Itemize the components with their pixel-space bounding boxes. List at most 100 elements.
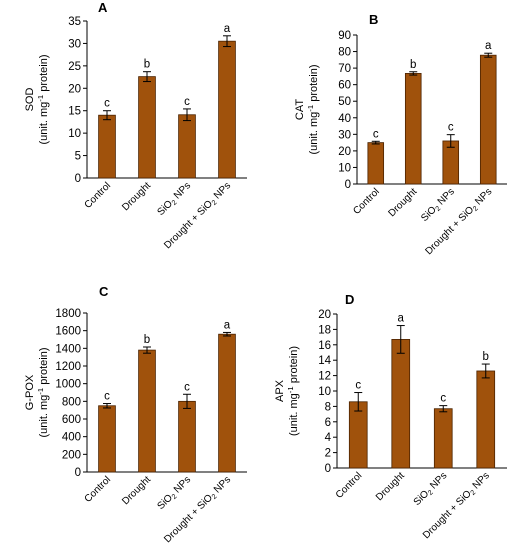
y-tick-label-c: 200 bbox=[62, 449, 81, 461]
y-tick-label-d: 8 bbox=[325, 401, 331, 413]
category-label-c-2: Drought bbox=[120, 474, 153, 507]
significance-letter-a-2: b bbox=[144, 59, 150, 71]
bar-a-1 bbox=[98, 114, 116, 179]
significance-letter-a-4: a bbox=[224, 23, 231, 35]
y-tick-label-d: 10 bbox=[318, 386, 331, 398]
y-axis-unit-b: (unit. mg-1​ protein) bbox=[306, 65, 320, 155]
significance-letter-c-3: c bbox=[184, 381, 190, 393]
panel-b: B 0 10 20 30 40 50 60 70 80 90 CAT(unit. mg-1​ prot… bbox=[294, 12, 507, 258]
error-bar-d-4 bbox=[481, 363, 490, 379]
error-bar-c-4 bbox=[223, 331, 231, 337]
panel-a: A 0 5 10 15 20 25 30 35 SOD(unit. mg-1​ protein) c… bbox=[24, 0, 247, 251]
bar-a-4 bbox=[218, 40, 236, 179]
y-tick-label-d: 4 bbox=[325, 432, 332, 444]
significance-letter-a-1: c bbox=[104, 98, 110, 110]
y-tick-label-a: 0 bbox=[75, 173, 81, 185]
y-axis-unit-c: (unit. mg-1​ protein) bbox=[36, 348, 50, 438]
error-bar-b-3 bbox=[446, 134, 455, 148]
error-bar-c-2 bbox=[143, 346, 151, 354]
significance-letter-b-3: c bbox=[448, 122, 454, 134]
error-bar-a-3 bbox=[183, 108, 191, 122]
category-label-a-1: Control bbox=[83, 180, 114, 211]
error-bar-a-1 bbox=[103, 110, 111, 121]
category-label-d-2: Drought bbox=[374, 470, 407, 503]
y-tick-label-c: 400 bbox=[62, 432, 81, 444]
y-tick-label-b: 10 bbox=[338, 162, 351, 174]
y-tick-label-c: 800 bbox=[62, 396, 81, 408]
error-bar-c-1 bbox=[103, 403, 111, 409]
significance-letter-a-3: c bbox=[184, 96, 190, 108]
y-tick-label-d: 14 bbox=[318, 355, 331, 367]
bar-d-3 bbox=[433, 408, 453, 469]
y-tick-label-b: 80 bbox=[338, 47, 351, 59]
panel-c: C 0 200 400 600 800 1000 1200 1400 1600 1800 G-POX(… bbox=[24, 284, 247, 546]
error-bar-d-3 bbox=[439, 405, 448, 413]
panel-d: D 0 2 4 6 8 10 12 14 16 18 20 APX(unit. mg-1​ protei… bbox=[274, 292, 507, 541]
significance-letter-c-4: a bbox=[224, 319, 231, 331]
y-tick-label-a: 30 bbox=[68, 38, 81, 50]
y-tick-label-c: 600 bbox=[62, 414, 81, 426]
y-tick-label-c: 1600 bbox=[55, 326, 81, 338]
y-tick-label-b: 30 bbox=[338, 129, 351, 141]
category-label-b-1: Control bbox=[351, 186, 382, 217]
significance-letter-b-2: b bbox=[410, 59, 416, 71]
y-tick-label-d: 6 bbox=[325, 417, 331, 429]
category-label-a-2: Drought bbox=[120, 180, 153, 213]
y-axis-label-d: APX bbox=[274, 379, 286, 402]
significance-letter-b-4: a bbox=[485, 40, 492, 52]
error-bar-a-4 bbox=[223, 35, 231, 48]
bar-c-3 bbox=[178, 400, 196, 473]
category-label-d-1: Control bbox=[334, 470, 365, 501]
y-tick-label-a: 35 bbox=[68, 16, 81, 28]
y-tick-label-b: 90 bbox=[338, 30, 351, 42]
error-bar-b-4 bbox=[484, 52, 493, 58]
panel-letter-c: C bbox=[99, 284, 109, 299]
category-label-b-4: Drought + SiO2​ NPs bbox=[423, 186, 495, 258]
bar-b-1 bbox=[367, 142, 385, 185]
y-tick-label-c: 0 bbox=[75, 467, 81, 479]
y-tick-label-d: 16 bbox=[318, 340, 331, 352]
y-tick-label-b: 70 bbox=[338, 63, 351, 75]
y-tick-label-d: 2 bbox=[325, 448, 331, 460]
category-label-c-4: Drought + SiO2​ NPs bbox=[162, 474, 234, 546]
significance-letter-b-1: c bbox=[373, 128, 379, 140]
category-label-b-2: Drought bbox=[386, 186, 419, 219]
y-tick-label-d: 20 bbox=[318, 309, 331, 321]
y-tick-label-c: 1800 bbox=[55, 308, 81, 320]
y-tick-label-b: 20 bbox=[338, 146, 351, 158]
error-bar-a-2 bbox=[143, 71, 151, 83]
y-tick-label-a: 25 bbox=[68, 61, 81, 73]
category-label-a-3: SiO2​ NPs bbox=[155, 180, 193, 218]
error-bar-b-1 bbox=[371, 140, 380, 145]
y-tick-label-a: 20 bbox=[68, 83, 81, 95]
y-tick-label-b: 0 bbox=[345, 179, 351, 191]
category-label-b-3: SiO2​ NPs bbox=[419, 186, 457, 224]
bar-c-1 bbox=[98, 405, 116, 473]
bar-b-2 bbox=[404, 73, 422, 185]
category-label-c-1: Control bbox=[83, 474, 114, 505]
significance-letter-c-2: b bbox=[144, 334, 150, 346]
bar-c-4 bbox=[218, 333, 236, 473]
y-axis-label-a: SOD bbox=[24, 88, 36, 112]
panel-letter-b: B bbox=[369, 12, 378, 27]
y-tick-label-d: 12 bbox=[318, 371, 331, 383]
significance-letter-d-3: c bbox=[440, 393, 446, 405]
bar-c-2 bbox=[138, 349, 156, 473]
y-tick-label-d: 0 bbox=[325, 463, 331, 475]
y-tick-label-a: 10 bbox=[68, 128, 81, 140]
error-bar-d-1 bbox=[354, 392, 363, 412]
y-axis-unit-d: (unit. mg-1​ protein) bbox=[286, 346, 300, 436]
y-tick-label-c: 1400 bbox=[55, 343, 81, 355]
y-tick-label-b: 40 bbox=[338, 113, 351, 125]
category-label-c-3: SiO2​ NPs bbox=[155, 474, 193, 512]
bar-b-4 bbox=[479, 54, 497, 185]
y-tick-label-c: 1000 bbox=[55, 379, 81, 391]
bar-d-2 bbox=[391, 339, 411, 469]
y-axis-unit-a: (unit. mg-1​ protein) bbox=[36, 55, 50, 145]
error-bar-b-2 bbox=[409, 71, 418, 76]
y-tick-label-b: 60 bbox=[338, 80, 351, 92]
significance-letter-d-1: c bbox=[355, 380, 361, 392]
bar-a-3 bbox=[178, 114, 196, 179]
y-tick-label-a: 5 bbox=[75, 151, 81, 163]
